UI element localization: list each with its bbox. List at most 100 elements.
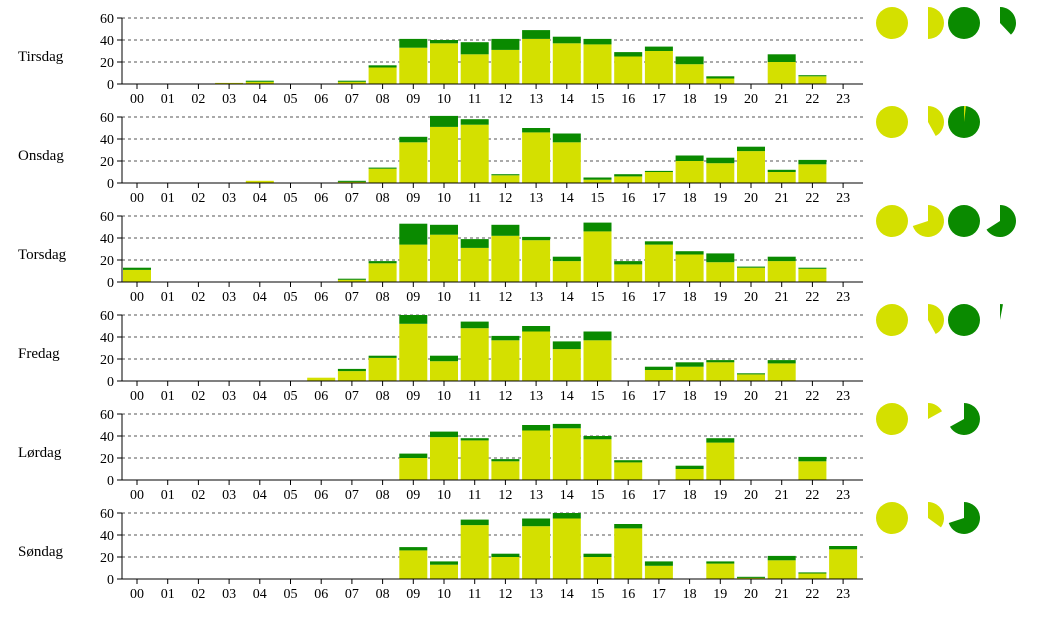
bar-top-15 [583, 222, 612, 232]
bar-base-10 [430, 43, 458, 84]
bar-base-15 [583, 44, 612, 84]
day-panel-2: Onsdag 0 20 40 60 00 01 02 03 04 05 06 07 08 09 10 11 12 1… [18, 106, 980, 206]
bar-top-17 [644, 241, 673, 245]
x-tick-label: 15 [591, 587, 605, 602]
x-tick-label: 17 [652, 488, 666, 503]
x-tick-label: 09 [406, 191, 420, 206]
x-tick-label: 12 [498, 488, 512, 503]
x-tick-label: 17 [652, 389, 666, 404]
bar-top-09 [399, 136, 428, 143]
y-tick-label: 20 [100, 155, 114, 170]
bar-base-07 [337, 181, 366, 183]
bar-base-07 [337, 81, 366, 84]
x-tick-label: 01 [161, 191, 175, 206]
bar-top-21 [767, 169, 796, 172]
x-tick-label: 15 [591, 191, 605, 206]
x-tick-label: 18 [683, 389, 697, 404]
x-tick-label: 10 [437, 587, 451, 602]
x-tick-label: 10 [437, 290, 451, 305]
bar-base-08 [368, 263, 397, 282]
x-tick-label: 18 [683, 92, 697, 107]
bar-top-11 [460, 321, 489, 329]
bar-base-13 [522, 132, 551, 183]
x-tick-label: 19 [713, 290, 727, 305]
x-tick-label: 17 [652, 191, 666, 206]
x-tick-label: 03 [222, 191, 236, 206]
bar-top-15 [583, 553, 612, 557]
bar-top-20 [737, 373, 765, 375]
pie-3 [948, 502, 980, 534]
x-tick-label: 05 [284, 389, 298, 404]
y-tick-label: 60 [100, 309, 114, 324]
y-tick-label: 40 [100, 529, 114, 544]
x-tick-label: 01 [161, 389, 175, 404]
x-tick-label: 22 [805, 92, 819, 107]
x-tick-label: 04 [253, 488, 267, 503]
bar-base-17 [644, 51, 673, 84]
bar-base-09 [399, 142, 428, 183]
bar-base-22 [798, 164, 827, 183]
x-tick-label: 00 [130, 488, 144, 503]
x-tick-label: 16 [621, 389, 635, 404]
x-tick-label: 13 [529, 587, 543, 602]
bar-base-11 [460, 54, 489, 84]
bar-top-08 [368, 167, 397, 169]
bar-top-07 [337, 80, 366, 82]
y-tick-label: 20 [100, 56, 114, 71]
bar-base-09 [399, 323, 428, 381]
bar-top-16 [614, 261, 643, 265]
pie-2 [928, 304, 944, 335]
x-tick-label: 15 [591, 488, 605, 503]
x-tick-label: 04 [253, 587, 267, 602]
bar-base-13 [522, 430, 551, 480]
y-tick-label: 60 [100, 111, 114, 126]
bar-base-09 [399, 47, 428, 84]
pie-3 [949, 403, 980, 435]
x-tick-label: 23 [836, 191, 850, 206]
y-tick-label: 60 [100, 12, 114, 27]
bar-base-17 [644, 370, 673, 381]
bar-top-12 [491, 335, 520, 341]
bar-top-16 [614, 52, 643, 57]
x-tick-label: 23 [836, 488, 850, 503]
pie-2 [928, 403, 943, 419]
x-tick-label: 02 [191, 92, 205, 107]
x-tick-label: 11 [468, 290, 481, 305]
bar-top-16 [614, 460, 643, 463]
bar-top-09 [399, 38, 428, 48]
bar-top-21 [767, 54, 796, 62]
x-tick-label: 11 [468, 191, 481, 206]
x-tick-label: 02 [191, 389, 205, 404]
x-tick-label: 06 [314, 587, 328, 602]
x-tick-label: 16 [621, 92, 635, 107]
x-tick-label: 07 [345, 191, 359, 206]
x-tick-label: 16 [621, 488, 635, 503]
bar-base-21 [767, 363, 796, 381]
x-tick-label: 02 [191, 587, 205, 602]
x-tick-label: 09 [406, 290, 420, 305]
x-tick-label: 03 [222, 488, 236, 503]
bar-base-13 [522, 526, 551, 579]
x-tick-label: 19 [713, 191, 727, 206]
bar-base-10 [430, 234, 458, 282]
bar-top-09 [399, 223, 428, 245]
x-tick-label: 18 [683, 488, 697, 503]
bar-top-16 [614, 174, 643, 177]
y-tick-label: 0 [107, 177, 114, 192]
bar-base-22 [798, 268, 827, 282]
bar-base-23 [829, 549, 858, 579]
x-tick-label: 09 [406, 92, 420, 107]
bar-top-00 [123, 267, 151, 270]
bar-base-12 [491, 49, 520, 84]
bar-base-13 [522, 240, 551, 282]
x-tick-label: 10 [437, 191, 451, 206]
day-panel-1: Tirsdag 0 20 40 60 00 01 02 03 04 05 06 07 08 09 10 11 12… [18, 7, 1016, 107]
bar-top-19 [706, 438, 735, 443]
x-tick-label: 14 [560, 587, 574, 602]
bar-base-21 [767, 62, 796, 84]
bar-top-09 [399, 315, 428, 324]
x-tick-label: 20 [744, 488, 758, 503]
x-tick-label: 03 [222, 92, 236, 107]
x-tick-label: 17 [652, 587, 666, 602]
y-tick-label: 20 [100, 452, 114, 467]
